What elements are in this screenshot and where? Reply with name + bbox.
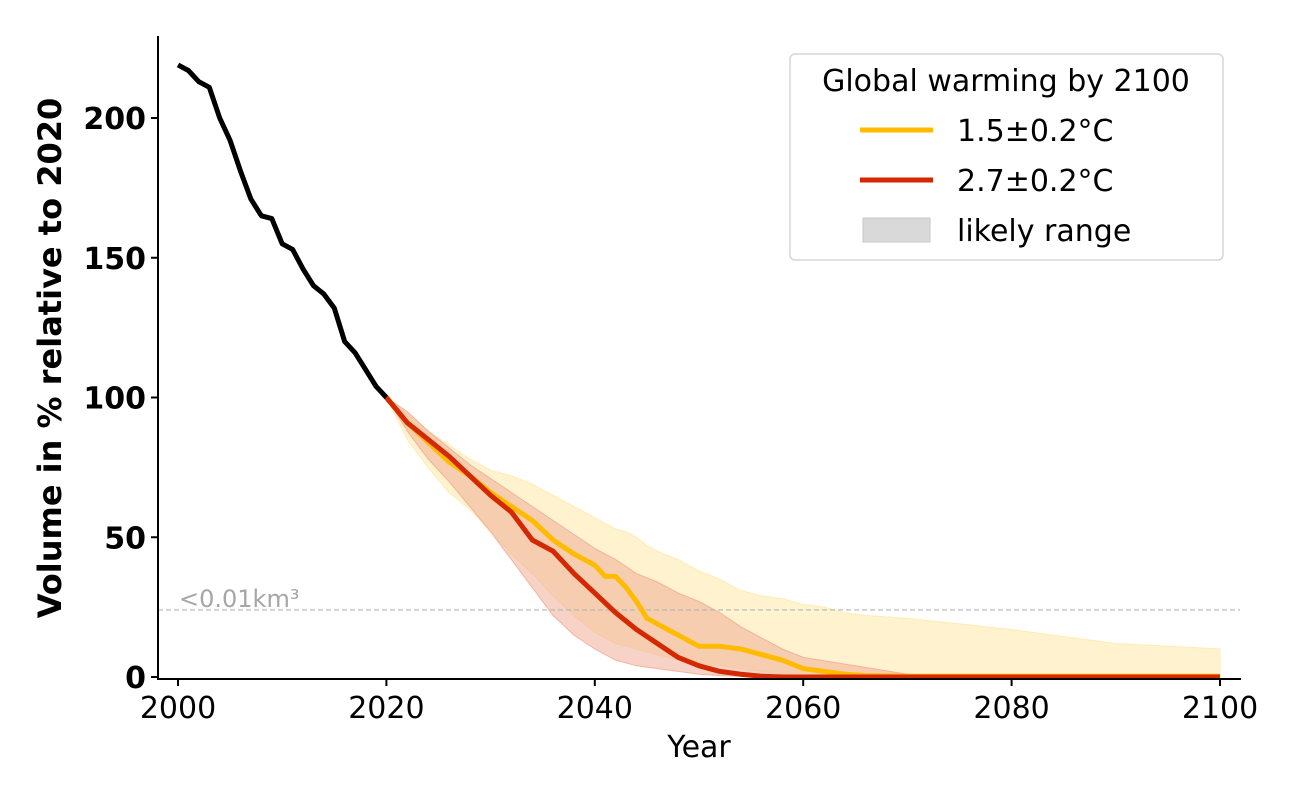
- legend: Global warming by 2100 1.5±0.2°C 2.7±0.2…: [789, 53, 1224, 261]
- legend-title: Global warming by 2100: [822, 64, 1190, 99]
- legend-label-2-7c: 2.7±0.2°C: [957, 164, 1114, 199]
- legend-swatch-likely-range: [862, 217, 931, 243]
- y-tick-label: 50: [104, 521, 146, 556]
- y-axis-label: Volume in % relative to 2020: [31, 98, 69, 619]
- y-ticks: 0 50 100 150 200: [83, 102, 158, 696]
- x-tick-label: 2080: [973, 691, 1049, 726]
- line-observed: [176, 62, 389, 400]
- legend-frame: [789, 53, 1224, 261]
- likely-range-bands: [385, 397, 1221, 678]
- line-2-7-0-2-c: [384, 395, 1220, 680]
- x-axis-label: Year: [666, 730, 731, 765]
- x-tick-label: 2100: [1182, 691, 1258, 726]
- y-tick-label: 100: [83, 382, 146, 417]
- x-ticks: 2000 2020 2040 2060 2080 2100: [140, 679, 1258, 726]
- series-lines: [176, 62, 1220, 680]
- x-tick-label: 2020: [348, 691, 424, 726]
- x-tick-label: 2000: [140, 691, 216, 726]
- threshold-label: <0.01km³: [179, 585, 299, 613]
- legend-label-1-5c: 1.5±0.2°C: [957, 114, 1114, 149]
- legend-label-likely-range: likely range: [957, 214, 1131, 249]
- x-tick-label: 2040: [557, 691, 633, 726]
- y-tick-label: 0: [125, 661, 146, 696]
- band-2-7-0-2-c: [385, 397, 1220, 678]
- y-tick-label: 200: [83, 102, 146, 137]
- x-tick-label: 2060: [765, 691, 841, 726]
- y-tick-label: 150: [83, 242, 146, 277]
